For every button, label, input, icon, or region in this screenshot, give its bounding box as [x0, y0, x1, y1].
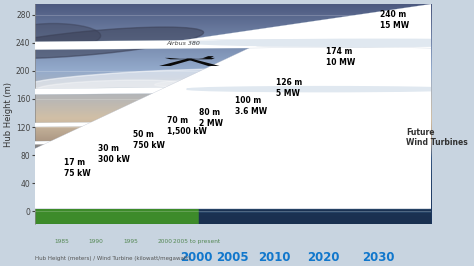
- Text: 2005 to present: 2005 to present: [173, 239, 220, 244]
- Polygon shape: [0, 43, 474, 209]
- Polygon shape: [35, 202, 199, 224]
- Circle shape: [175, 121, 373, 125]
- Polygon shape: [210, 121, 474, 149]
- Text: 80 m
2 MW: 80 m 2 MW: [199, 108, 223, 128]
- Circle shape: [48, 199, 75, 200]
- Ellipse shape: [6, 23, 100, 48]
- Polygon shape: [156, 154, 474, 172]
- Text: 2005: 2005: [217, 251, 249, 264]
- Polygon shape: [36, 141, 429, 209]
- Ellipse shape: [0, 27, 204, 59]
- Polygon shape: [235, 87, 474, 126]
- Polygon shape: [69, 179, 150, 190]
- Y-axis label: Hub Height (m): Hub Height (m): [4, 82, 13, 147]
- Polygon shape: [0, 154, 227, 168]
- Circle shape: [154, 140, 311, 143]
- Text: 1995: 1995: [123, 239, 138, 244]
- Circle shape: [91, 176, 170, 177]
- Polygon shape: [106, 176, 474, 187]
- Polygon shape: [127, 126, 341, 155]
- Polygon shape: [0, 89, 474, 209]
- Polygon shape: [103, 137, 292, 162]
- Text: 2000: 2000: [157, 239, 172, 244]
- Polygon shape: [0, 161, 191, 173]
- Polygon shape: [27, 123, 474, 209]
- Polygon shape: [185, 59, 219, 66]
- Polygon shape: [33, 176, 229, 209]
- Polygon shape: [170, 26, 474, 89]
- Ellipse shape: [155, 76, 277, 87]
- Text: 240 m
15 MW: 240 m 15 MW: [380, 10, 410, 30]
- Text: 2010: 2010: [258, 251, 291, 264]
- Text: 126 m
5 MW: 126 m 5 MW: [276, 78, 303, 98]
- Text: 1985: 1985: [55, 239, 69, 244]
- Circle shape: [134, 154, 260, 156]
- Polygon shape: [0, 39, 467, 80]
- Polygon shape: [164, 77, 474, 123]
- Polygon shape: [202, 56, 214, 58]
- Text: 2030: 2030: [362, 251, 394, 264]
- Polygon shape: [81, 190, 474, 197]
- Polygon shape: [145, 105, 413, 141]
- Text: 1990: 1990: [88, 239, 103, 244]
- Polygon shape: [159, 59, 195, 66]
- Polygon shape: [40, 155, 354, 209]
- Text: 2000: 2000: [181, 251, 213, 264]
- Polygon shape: [0, 140, 270, 157]
- Text: Hub Height (meters) / Wind Turbine (kilowatt/megawatt): Hub Height (meters) / Wind Turbine (kilo…: [35, 256, 190, 261]
- Polygon shape: [47, 193, 92, 200]
- Text: 174 m
10 MW: 174 m 10 MW: [326, 47, 355, 67]
- Text: 50 m
750 kW: 50 m 750 kW: [133, 130, 165, 150]
- Circle shape: [187, 87, 460, 92]
- Polygon shape: [167, 0, 474, 43]
- Text: 2020: 2020: [307, 251, 339, 264]
- Polygon shape: [0, 86, 388, 116]
- Polygon shape: [256, 40, 474, 93]
- Circle shape: [110, 161, 220, 163]
- Text: 100 m
3.6 MW: 100 m 3.6 MW: [235, 96, 267, 116]
- Ellipse shape: [38, 80, 182, 93]
- Text: Future
Wind Turbines: Future Wind Turbines: [406, 128, 468, 147]
- Polygon shape: [0, 190, 107, 195]
- Polygon shape: [87, 158, 221, 176]
- Text: 70 m
1,500 kW: 70 m 1,500 kW: [167, 116, 207, 136]
- Polygon shape: [28, 200, 95, 209]
- Polygon shape: [199, 208, 431, 224]
- Circle shape: [190, 39, 474, 46]
- Polygon shape: [0, 176, 149, 184]
- Circle shape: [72, 190, 119, 191]
- Text: 17 m
75 kW: 17 m 75 kW: [64, 158, 91, 178]
- Polygon shape: [0, 199, 68, 202]
- Polygon shape: [129, 161, 474, 177]
- Polygon shape: [37, 190, 155, 209]
- Text: Airbus 380: Airbus 380: [167, 41, 201, 46]
- Polygon shape: [182, 140, 474, 162]
- Polygon shape: [0, 121, 321, 143]
- Polygon shape: [53, 199, 336, 203]
- Ellipse shape: [26, 69, 285, 90]
- Polygon shape: [165, 58, 215, 59]
- Polygon shape: [27, 162, 302, 209]
- Text: 30 m
300 kW: 30 m 300 kW: [98, 144, 130, 164]
